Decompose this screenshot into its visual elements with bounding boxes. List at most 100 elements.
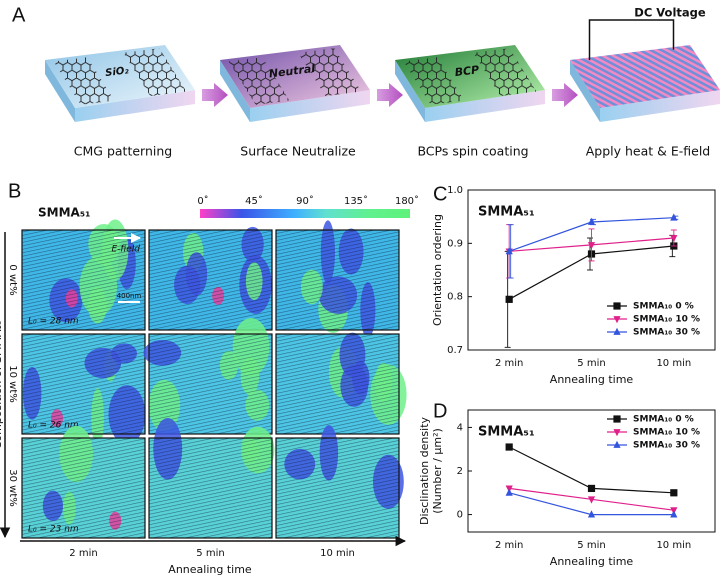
- lamellae: [149, 230, 272, 330]
- step-label: BCPs spin coating: [417, 144, 528, 159]
- row-label: 0 wt%: [7, 264, 18, 295]
- lamellae: [276, 230, 399, 330]
- point: [587, 242, 596, 250]
- column-label: 2 min: [69, 548, 97, 559]
- y-axis-label: Orientation ordering: [431, 214, 444, 326]
- y-axis-label: (Number / µm²): [431, 428, 444, 514]
- legend-marker: [613, 440, 621, 448]
- block-left-face: [395, 60, 425, 122]
- block-label: BCP: [454, 63, 480, 79]
- lamellae: [276, 334, 399, 434]
- y-tick-label: 4: [457, 422, 463, 433]
- lamellae: [276, 438, 399, 538]
- legend-label: SMMA₁₀ 10 %: [633, 428, 700, 438]
- row-label: 10 wt%: [7, 365, 18, 403]
- micrograph-frame: [275, 333, 400, 435]
- x-tick-label: 10 min: [656, 540, 691, 551]
- graphene-pattern: [123, 48, 187, 96]
- legend-label: SMMA₁₀ 30 %: [633, 441, 700, 451]
- voltage-label: DC Voltage: [634, 6, 706, 20]
- lamellae: [22, 334, 145, 434]
- colorbar: [200, 209, 410, 218]
- legend-marker: [613, 429, 621, 437]
- point: [505, 443, 513, 451]
- x-tick-label: 2 min: [495, 358, 523, 369]
- period-label: L₀ = 28 nm: [28, 317, 79, 327]
- field-label: E-field: [112, 245, 141, 255]
- x-tick-label: 5 min: [577, 358, 605, 369]
- legend-marker: [613, 327, 621, 335]
- block-label: Neutral: [268, 62, 316, 81]
- lamellae: [149, 334, 272, 434]
- lamellae: [149, 438, 272, 538]
- colorbar-label: 90˚: [296, 195, 314, 207]
- legend-label: SMMA₁₀ 0 %: [633, 415, 694, 425]
- colorbar-label: 0˚: [197, 195, 208, 207]
- plot-frame: [467, 189, 716, 351]
- x-tick-label: 10 min: [656, 358, 691, 369]
- period-label: L₀ = 26 nm: [28, 421, 79, 431]
- colorbar-label: 180˚: [395, 195, 419, 207]
- panel-label: C: [433, 183, 447, 205]
- block-front-face: [600, 90, 720, 122]
- electrode-wire: [588, 19, 675, 61]
- legend-marker: [613, 316, 621, 324]
- step-arrow: [202, 83, 228, 107]
- graphene-pattern: [298, 48, 362, 96]
- lamellae: [22, 438, 145, 538]
- block-left-face: [220, 60, 250, 122]
- point: [505, 488, 513, 496]
- block-left-face: [45, 60, 75, 122]
- block-front-face: [425, 90, 545, 122]
- step-label: CMG patterning: [74, 144, 172, 159]
- micrograph-frame: [148, 229, 273, 331]
- scale-label: 400nm: [117, 292, 142, 300]
- graphene-pattern: [473, 48, 537, 96]
- chart-title: SMMA₅₁: [478, 205, 535, 220]
- block-top-face: [570, 45, 720, 108]
- legend-label: SMMA₁₀ 30 %: [633, 328, 700, 338]
- graphene-pattern: [53, 57, 115, 105]
- point: [670, 213, 678, 221]
- y-axis-label: Disclination density: [418, 416, 431, 525]
- y-tick-label: 1.0: [447, 185, 463, 196]
- point: [587, 484, 596, 493]
- point: [670, 510, 678, 518]
- period-label: L₀ = 23 nm: [28, 525, 79, 535]
- x-axis-label: Annealing time: [550, 373, 634, 386]
- panel-label: A: [12, 4, 26, 26]
- point: [587, 217, 596, 225]
- point: [505, 295, 513, 303]
- y-tick-label: 0: [457, 510, 463, 521]
- panel-label: D: [433, 400, 447, 422]
- legend-label: SMMA₁₀ 10 %: [633, 315, 700, 325]
- step-label: Apply heat & E-field: [586, 144, 711, 159]
- micrograph-frame: [148, 437, 273, 539]
- micrograph-frame: [148, 333, 273, 435]
- block-label: SiO₂: [105, 65, 130, 79]
- block-front-face: [250, 90, 370, 122]
- x-axis-label: Annealing time: [550, 555, 634, 568]
- legend-label: SMMA₁₀ 0 %: [633, 302, 694, 312]
- chart-title: SMMA₅₁: [478, 425, 535, 440]
- graphene-pattern: [403, 57, 465, 105]
- legend-marker: [613, 302, 621, 310]
- step-arrow: [552, 83, 578, 107]
- point: [587, 510, 596, 518]
- y-tick-label: 0.8: [447, 292, 463, 303]
- x-tick-label: 5 min: [577, 540, 605, 551]
- composition-axis-label: Composition of SMMA₁₀: [0, 320, 4, 449]
- colorbar-label: 45˚: [245, 195, 263, 207]
- micrograph-frame: [21, 437, 146, 539]
- panel-label: B: [8, 180, 21, 202]
- x-tick-label: 2 min: [495, 540, 523, 551]
- point: [670, 489, 678, 497]
- point: [587, 496, 596, 504]
- y-tick-label: 0.7: [447, 345, 463, 356]
- time-axis-label: Annealing time: [168, 563, 252, 576]
- graphene-pattern: [228, 57, 290, 105]
- lamellae: [22, 230, 145, 330]
